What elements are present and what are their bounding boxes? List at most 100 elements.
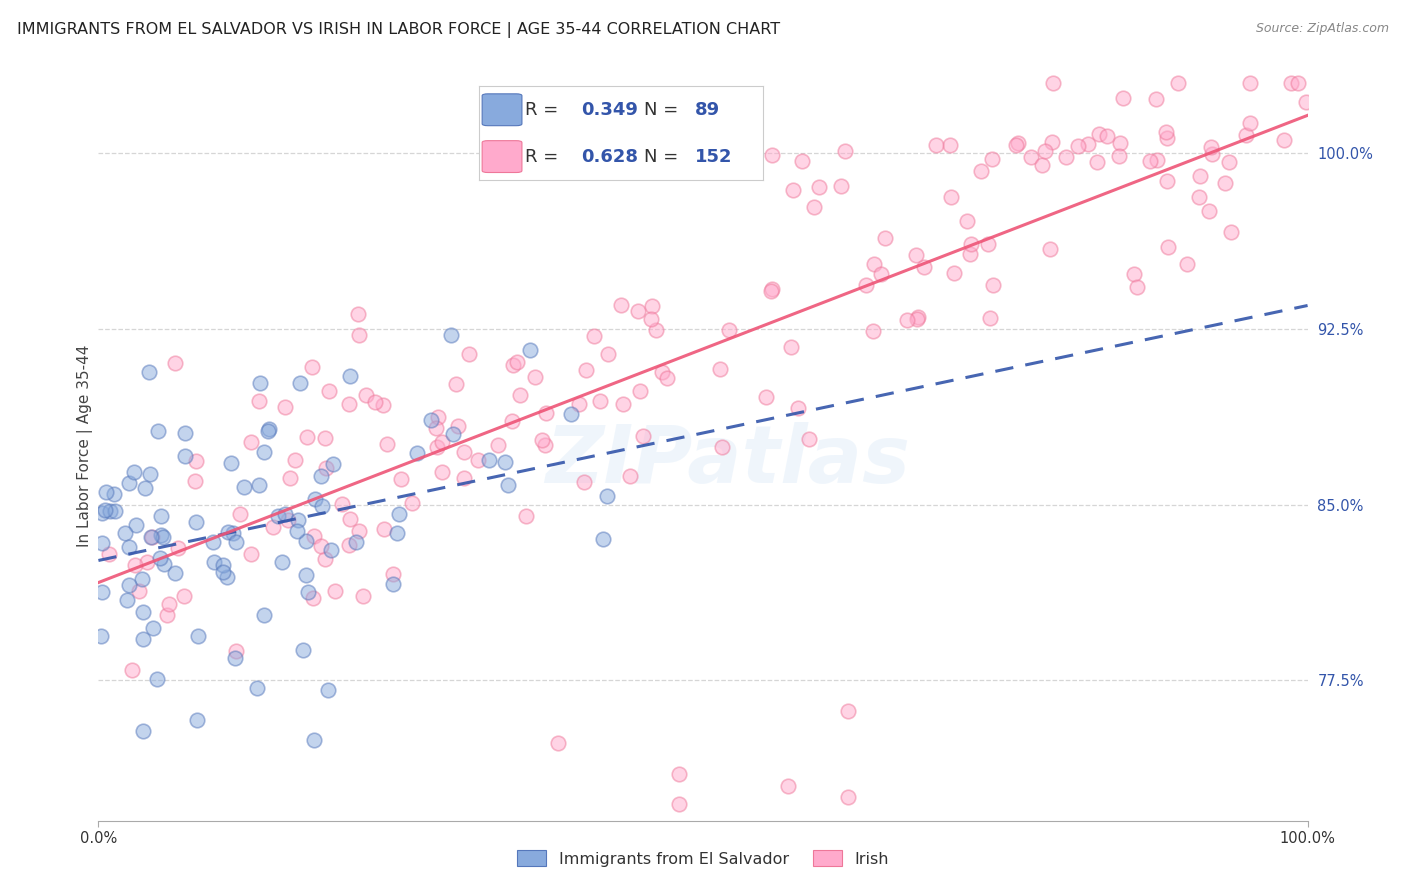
Point xyxy=(496,478,519,492)
Text: ZIPatlas: ZIPatlas xyxy=(544,422,910,500)
Point xyxy=(128,583,150,598)
Point xyxy=(1144,92,1167,106)
Point xyxy=(212,566,235,580)
Point xyxy=(959,247,981,261)
Point xyxy=(257,422,280,436)
Point xyxy=(174,425,197,440)
Point xyxy=(337,397,360,411)
Point xyxy=(1156,240,1178,254)
Point xyxy=(97,547,120,561)
Point xyxy=(330,497,353,511)
Point xyxy=(375,437,398,451)
Point xyxy=(583,329,606,343)
Point xyxy=(247,393,270,408)
Point xyxy=(295,533,318,548)
Point xyxy=(139,467,162,481)
Point xyxy=(1054,150,1077,164)
Point xyxy=(314,431,336,445)
Point xyxy=(139,530,162,544)
Point xyxy=(759,284,782,298)
Point xyxy=(274,400,297,414)
Point xyxy=(146,424,169,438)
Point xyxy=(1005,137,1028,152)
Point xyxy=(252,445,274,459)
Point xyxy=(297,584,319,599)
Point xyxy=(267,509,290,524)
Point xyxy=(165,566,187,580)
Point xyxy=(905,312,928,326)
Point xyxy=(221,456,243,470)
Point xyxy=(970,164,993,178)
Point xyxy=(1007,136,1029,150)
Point xyxy=(651,365,673,379)
Point xyxy=(863,257,886,271)
Point xyxy=(426,440,449,454)
Point xyxy=(709,362,731,376)
Point xyxy=(124,558,146,572)
Point xyxy=(782,183,804,197)
Point xyxy=(1126,280,1149,294)
Point xyxy=(797,432,820,446)
Point xyxy=(278,471,301,485)
Point xyxy=(668,797,690,812)
Point xyxy=(640,311,662,326)
Point xyxy=(150,528,173,542)
Point xyxy=(761,148,783,162)
Point xyxy=(138,365,160,379)
Point xyxy=(91,536,114,550)
Point xyxy=(425,421,447,435)
Point xyxy=(225,644,247,658)
Point xyxy=(132,605,155,619)
Point xyxy=(560,408,582,422)
Point xyxy=(318,384,340,398)
Point xyxy=(1077,136,1099,151)
Point xyxy=(592,532,614,546)
Point xyxy=(631,429,654,443)
Point xyxy=(167,541,190,555)
Point xyxy=(711,441,734,455)
Point xyxy=(239,435,262,450)
Point xyxy=(136,555,159,569)
Point xyxy=(787,401,810,416)
Point xyxy=(344,534,367,549)
Point xyxy=(419,413,441,427)
Point xyxy=(980,152,1002,166)
Point xyxy=(118,475,141,490)
Point xyxy=(302,529,325,543)
Point xyxy=(960,237,983,252)
Point xyxy=(184,453,207,467)
Point xyxy=(132,632,155,646)
Point xyxy=(675,151,697,165)
Point xyxy=(94,485,117,500)
Point xyxy=(339,511,361,525)
Point xyxy=(1095,128,1118,143)
Point xyxy=(163,356,186,370)
Point xyxy=(321,542,343,557)
Point xyxy=(134,481,156,495)
Point xyxy=(1189,169,1212,184)
Point xyxy=(382,567,405,582)
Point xyxy=(478,452,501,467)
Point xyxy=(1146,153,1168,167)
Point xyxy=(453,445,475,459)
Point xyxy=(912,260,935,274)
Point xyxy=(217,525,239,540)
Point xyxy=(246,681,269,695)
Point xyxy=(780,340,803,354)
Point xyxy=(612,397,634,411)
Point xyxy=(1087,155,1109,169)
Point xyxy=(152,530,174,544)
Point xyxy=(1201,146,1223,161)
Point xyxy=(446,377,468,392)
Point xyxy=(534,406,557,420)
Point xyxy=(430,434,453,449)
Point xyxy=(755,390,778,404)
Point xyxy=(589,393,612,408)
Point xyxy=(977,236,1000,251)
Point xyxy=(346,307,368,321)
Point xyxy=(121,663,143,677)
Point xyxy=(141,530,163,544)
Point xyxy=(131,572,153,586)
Point xyxy=(530,433,553,447)
Point xyxy=(304,492,326,507)
